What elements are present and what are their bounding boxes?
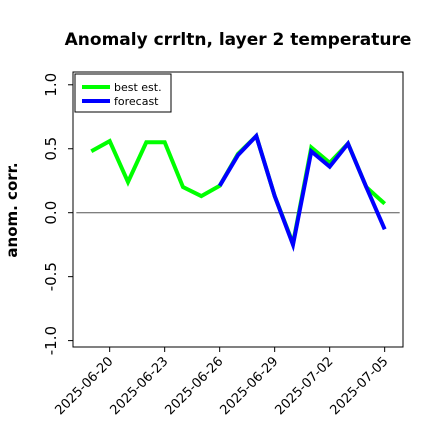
y-tick-label: -0.5 — [42, 262, 60, 291]
legend: best est. forecast — [74, 73, 172, 113]
x-tick-label: 2025-06-23 — [107, 354, 171, 418]
x-tick-label: 2025-06-26 — [162, 354, 226, 418]
chart-title: Anomaly crrltn, layer 2 temperature — [65, 30, 412, 50]
y-axis-ticks: 1.0 0.5 0.0 -0.5 -1.0 — [42, 73, 73, 355]
series-line-forecast — [217, 132, 387, 252]
y-tick-label: -1.0 — [42, 326, 60, 355]
series-lines — [90, 132, 387, 252]
x-tick-label: 2025-06-20 — [52, 354, 116, 418]
x-tick-label: 2025-06-29 — [217, 354, 281, 418]
legend-label-forecast: forecast — [114, 95, 159, 108]
y-axis-label: anom. corr. — [3, 162, 21, 257]
y-tick-label: 1.0 — [42, 73, 60, 97]
legend-box — [74, 73, 172, 113]
x-axis-ticks: 2025-06-202025-06-232025-06-262025-06-29… — [52, 347, 391, 418]
plot-area: 1.00.50.0-0.5-1.0 2025-06-202025-06-2320… — [42, 71, 404, 418]
y-tick-label: 0.0 — [42, 201, 60, 225]
plot-frame — [72, 71, 404, 348]
y-tick-label: 0.5 — [42, 137, 60, 161]
legend-label-best-est: best est. — [114, 81, 162, 94]
x-tick-label: 2025-07-05 — [327, 354, 391, 418]
x-tick-label: 2025-07-02 — [272, 354, 336, 418]
